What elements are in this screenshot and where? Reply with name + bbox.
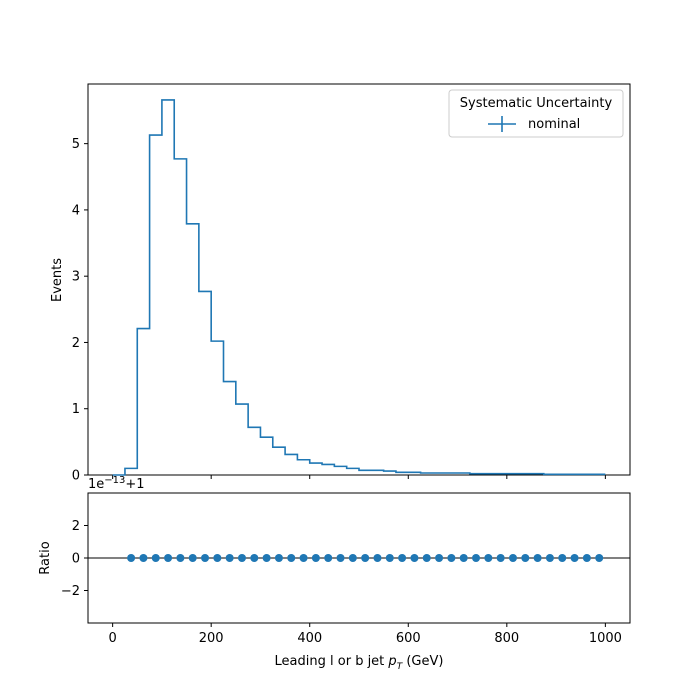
- ratio-point: [225, 554, 234, 562]
- ratio-x-tick-label: 0: [108, 631, 116, 646]
- ratio-point: [336, 554, 345, 562]
- ratio-point: [521, 554, 530, 562]
- ratio-point: [447, 554, 456, 562]
- nominal-histogram-line: [112, 99, 606, 476]
- ratio-point: [435, 554, 444, 562]
- events-y-tick-label: 4: [72, 203, 80, 218]
- ratio-point: [508, 554, 517, 562]
- ratio-x-tick-label: 800: [494, 631, 519, 646]
- ratio-point: [595, 554, 604, 562]
- ratio-point: [164, 554, 173, 562]
- events-y-tick-label: 3: [72, 270, 80, 285]
- ratio-y-tick-label: 0: [72, 552, 80, 567]
- ratio-point: [582, 554, 591, 562]
- ratio-point: [213, 554, 222, 562]
- ratio-point: [311, 554, 320, 562]
- legend: Systematic Uncertainty nominal: [448, 89, 624, 138]
- ratio-point: [324, 554, 333, 562]
- ratio-point: [496, 554, 505, 562]
- ratio-point: [558, 554, 567, 562]
- ratio-x-tick-label: 400: [297, 631, 322, 646]
- events-y-tick-label: 2: [72, 336, 80, 351]
- legend-marker-nominal: [488, 116, 516, 132]
- ratio-point: [545, 554, 554, 562]
- legend-frame: [448, 89, 624, 138]
- events-y-tick-label: 5: [72, 137, 80, 152]
- ratio-y-ticks: −2 0 2: [61, 519, 88, 599]
- ratio-point: [201, 554, 210, 562]
- events-y-tick-label: 1: [72, 402, 80, 417]
- ratio-point: [176, 554, 185, 562]
- ratio-x-tick-label: 600: [396, 631, 421, 646]
- ratio-point: [410, 554, 419, 562]
- ratio-point: [237, 554, 246, 562]
- ratio-point: [398, 554, 407, 562]
- ratio-point: [373, 554, 382, 562]
- legend-title: Systematic Uncertainty: [460, 96, 613, 111]
- events-plot-area: [87, 83, 631, 476]
- ratio-point: [385, 554, 394, 562]
- ratio-y-tick-label: −2: [61, 584, 80, 599]
- ratio-point: [570, 554, 579, 562]
- events-x-ticks: [112, 475, 606, 479]
- ratio-point: [459, 554, 468, 562]
- ratio-point: [287, 554, 296, 562]
- ratio-x-tick-label: 1000: [589, 631, 622, 646]
- ratio-point: [533, 554, 542, 562]
- ratio-point: [348, 554, 357, 562]
- ratio-point: [262, 554, 271, 562]
- ratio-point: [127, 554, 136, 562]
- ratio-point: [422, 554, 431, 562]
- ratio-point: [299, 554, 308, 562]
- ratio-point: [274, 554, 283, 562]
- ratio-y-tick-label: 2: [72, 519, 80, 534]
- ratio-point: [361, 554, 370, 562]
- ratio-point: [484, 554, 493, 562]
- ratio-point: [151, 554, 160, 562]
- legend-entry-nominal: nominal: [528, 117, 580, 132]
- events-y-axis-label: Events: [50, 258, 65, 302]
- ratio-point: [472, 554, 481, 562]
- events-y-ticks: 0 1 2 3 4 5: [72, 137, 88, 484]
- ratio-point: [139, 554, 148, 562]
- x-axis-label: Leading l or b jet pT (GeV): [275, 654, 444, 672]
- ratio-point: [250, 554, 259, 562]
- ratio-y-axis-label: Ratio: [38, 541, 53, 574]
- ratio-offset-text: 1e−13+1: [88, 475, 145, 492]
- ratio-points: [127, 554, 604, 562]
- events-panel: 0 1 2 3 4 5 Events Systematic Uncertainty nom…: [50, 83, 631, 484]
- ratio-panel: −2 0 2 0 200 400 600 800 1000 Ratio 1e−13+1 Lea…: [38, 475, 631, 672]
- ratio-x-ticks: 0 200 400 600 800 1000: [108, 623, 622, 646]
- ratio-point: [188, 554, 197, 562]
- events-y-tick-label: 0: [72, 469, 80, 484]
- ratio-x-tick-label: 200: [199, 631, 224, 646]
